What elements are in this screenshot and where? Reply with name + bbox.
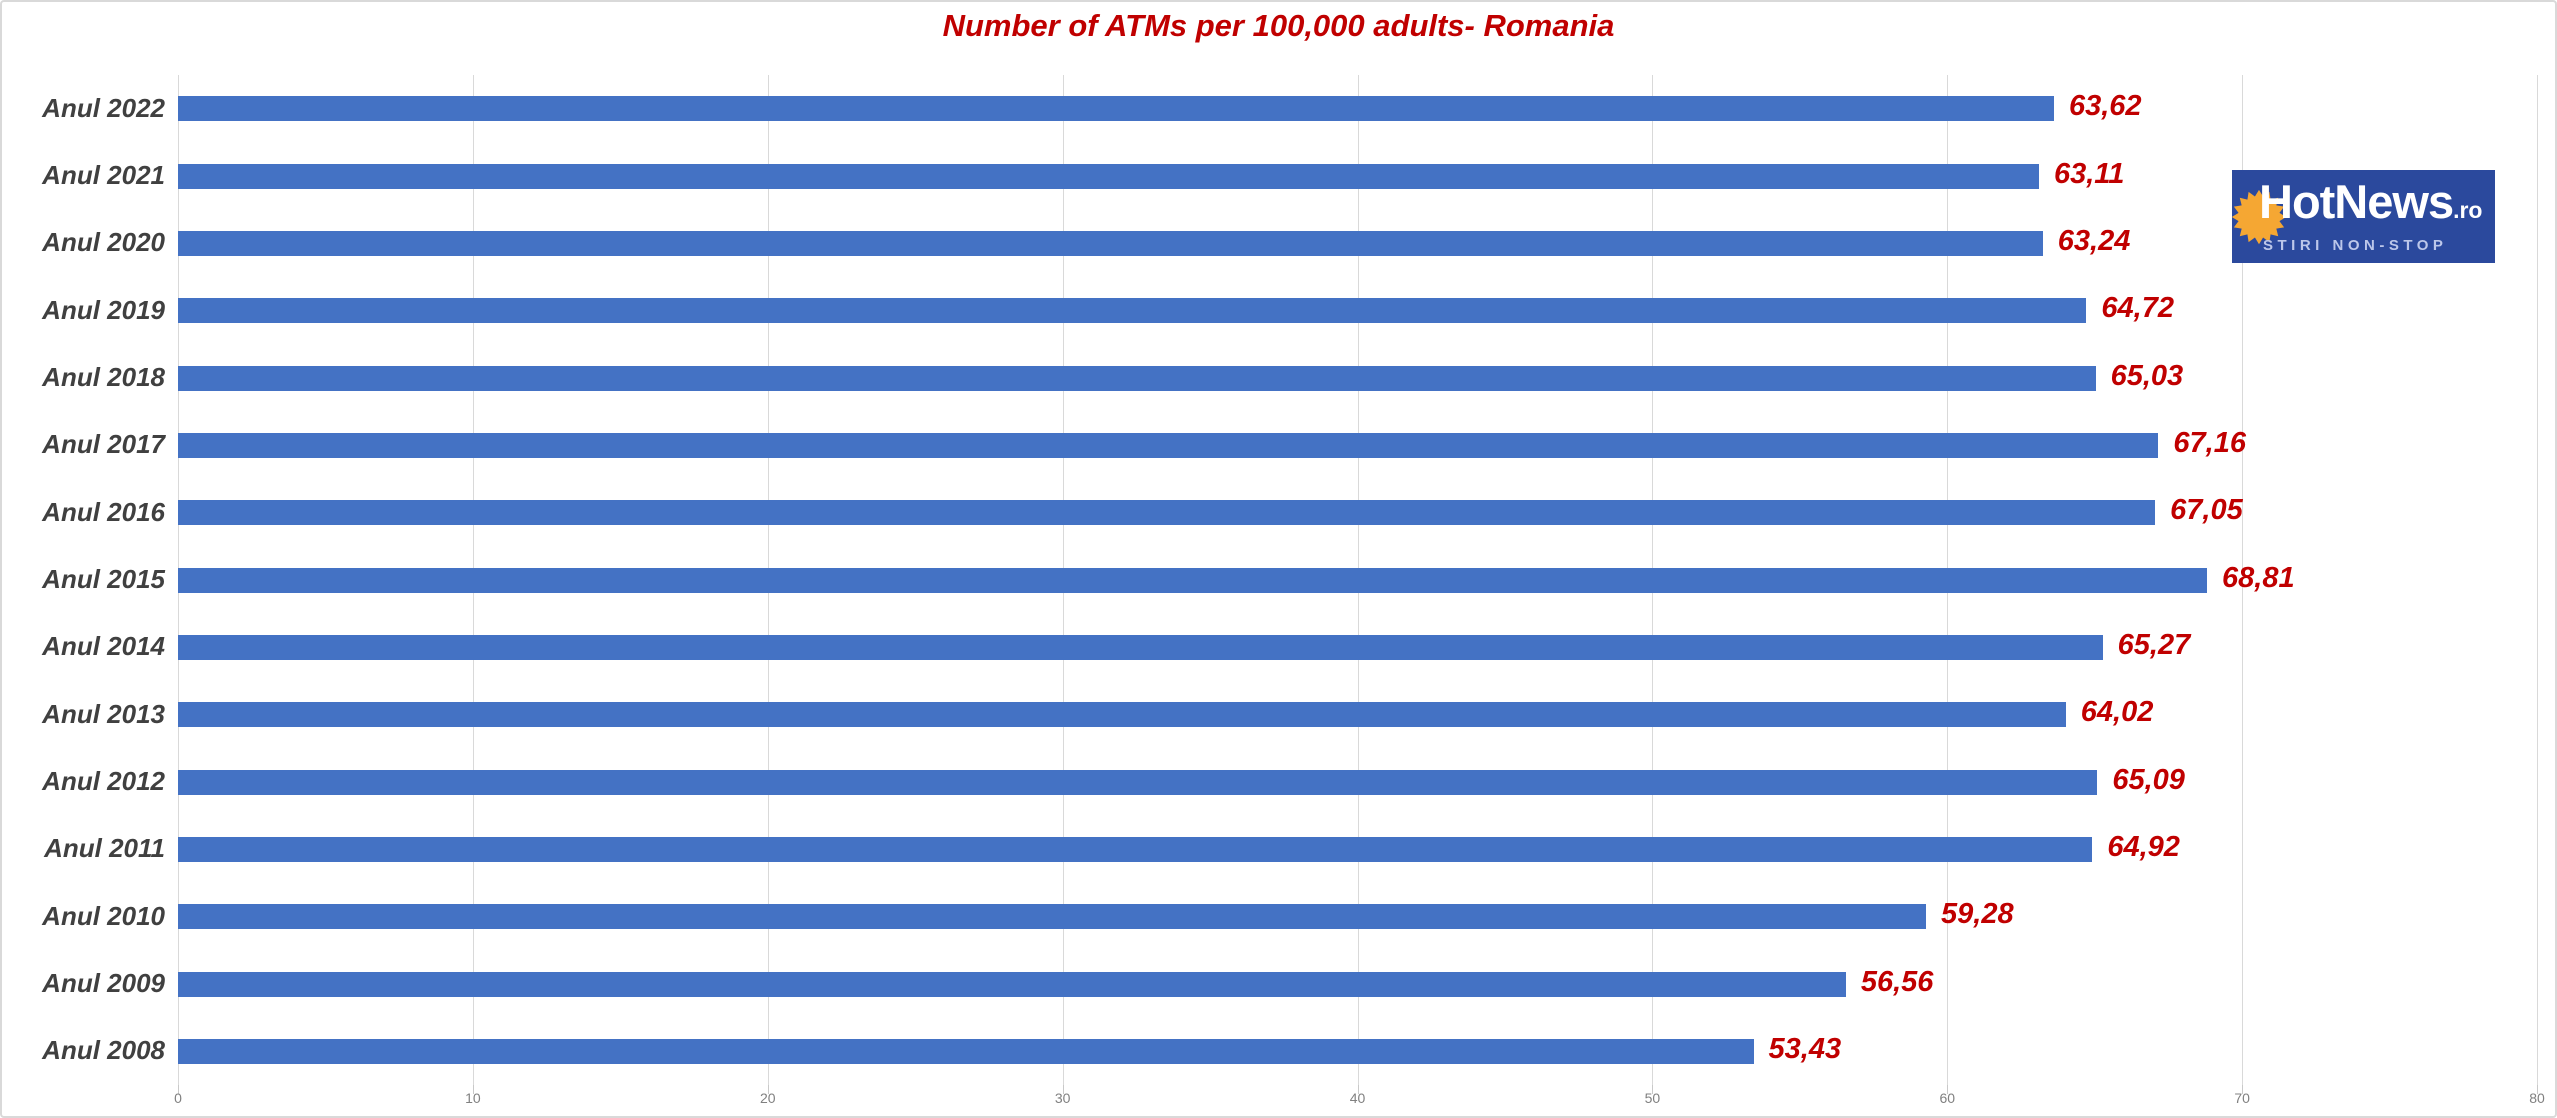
axis-tick xyxy=(472,1085,474,1094)
axis-tick-label: 70 xyxy=(2234,1090,2250,1106)
bar xyxy=(178,432,2159,458)
bar-value-label: 64,92 xyxy=(2107,830,2180,863)
category-label: Anul 2012 xyxy=(42,766,165,796)
category-label: Anul 2011 xyxy=(44,833,165,864)
category-label: Anul 2017 xyxy=(42,429,165,460)
bar-value-label: 63,62 xyxy=(2068,90,2142,123)
bar xyxy=(178,769,2098,795)
bar xyxy=(178,567,2208,593)
bar-value-label: 65,27 xyxy=(2117,628,2191,661)
axis-tick-label: 40 xyxy=(1349,1090,1366,1106)
bar-value-label: 56,56 xyxy=(1860,965,1934,998)
gridline xyxy=(2537,75,2538,1085)
y-axis: Anul 2022 Anul 2021 Anul 2020 Anul 2019 Anul… xyxy=(0,75,165,1085)
hotnews-logo: HotNews.ro STIRI NON-STOP xyxy=(2231,170,2495,263)
bar xyxy=(178,230,2043,256)
bar-value-label: 64,02 xyxy=(2080,696,2154,729)
bar xyxy=(178,298,2087,324)
bar xyxy=(178,971,1846,997)
category-label: Anul 2008 xyxy=(42,1035,165,1066)
axis-tick xyxy=(1357,1085,1359,1094)
bar-value-label: 65,09 xyxy=(2112,763,2185,796)
logo-tagline: STIRI NON-STOP xyxy=(2263,237,2448,254)
bar-value-label: 59,28 xyxy=(1941,898,2014,931)
axis-tick-label: 80 xyxy=(2529,1090,2545,1106)
category-label: Anul 2010 xyxy=(42,900,165,931)
bar xyxy=(178,96,2054,122)
logo-suffix-text: .ro xyxy=(2453,197,2483,223)
bar-value-label: 63,24 xyxy=(2057,224,2131,257)
bar-value-label: 64,72 xyxy=(2101,292,2174,325)
axis-tick xyxy=(1947,1085,1949,1094)
bar xyxy=(178,163,2039,189)
bar-value-label: 65,03 xyxy=(2110,359,2184,392)
bar-value-label: 67,05 xyxy=(2170,494,2243,527)
axis-tick-label: 30 xyxy=(1054,1090,1071,1106)
bar xyxy=(178,702,2066,728)
category-label: Anul 2020 xyxy=(42,227,165,258)
axis-tick xyxy=(1062,1085,1064,1094)
category-label: Anul 2013 xyxy=(42,698,165,729)
axis-tick xyxy=(1652,1085,1654,1094)
plot-area: 63,62 63,11 63,24 64,72 65,03 67,16 67,05 68,81… xyxy=(178,75,2538,1094)
bar xyxy=(178,1038,1754,1064)
axis-tick-label: 20 xyxy=(759,1090,776,1106)
category-label: Anul 2019 xyxy=(42,294,165,325)
category-label: Anul 2021 xyxy=(42,160,165,190)
category-label: Anul 2016 xyxy=(42,496,165,527)
logo-name-text: HotNews xyxy=(2259,175,2454,228)
chart-title: Number of ATMs per 100,000 adults- Roman… xyxy=(942,8,1615,43)
category-label: Anul 2014 xyxy=(42,631,165,662)
axis-tick xyxy=(178,1085,179,1094)
bar xyxy=(178,365,2096,391)
category-label: Anul 2009 xyxy=(42,968,165,998)
bar-value-label: 53,43 xyxy=(1768,1032,1842,1065)
bar-value-label: 63,11 xyxy=(2053,157,2125,190)
bar xyxy=(178,836,2093,862)
bar xyxy=(178,634,2103,660)
category-label: Anul 2018 xyxy=(42,362,165,392)
category-label: Anul 2022 xyxy=(42,92,165,123)
bar-value-label: 68,81 xyxy=(2222,561,2295,594)
axis-tick-label: 10 xyxy=(465,1090,481,1106)
axis-tick-label: 60 xyxy=(1939,1090,1956,1106)
bar xyxy=(178,500,2156,526)
x-axis: 0 10 20 30 40 50 60 70 80 xyxy=(174,1090,2545,1114)
gridline xyxy=(2242,75,2244,1085)
category-label: Anul 2015 xyxy=(42,564,165,594)
axis-tick xyxy=(2537,1085,2538,1094)
axis-tick xyxy=(767,1085,769,1094)
bar xyxy=(178,904,1927,930)
bar-value-label: 67,16 xyxy=(2173,426,2246,459)
axis-tick-label: 50 xyxy=(1644,1090,1661,1106)
sun-icon xyxy=(2231,189,2287,244)
axis-tick xyxy=(2242,1085,2244,1094)
axis-tick-label: 0 xyxy=(174,1090,182,1106)
logo-wordmark: HotNews.ro xyxy=(2259,172,2482,240)
